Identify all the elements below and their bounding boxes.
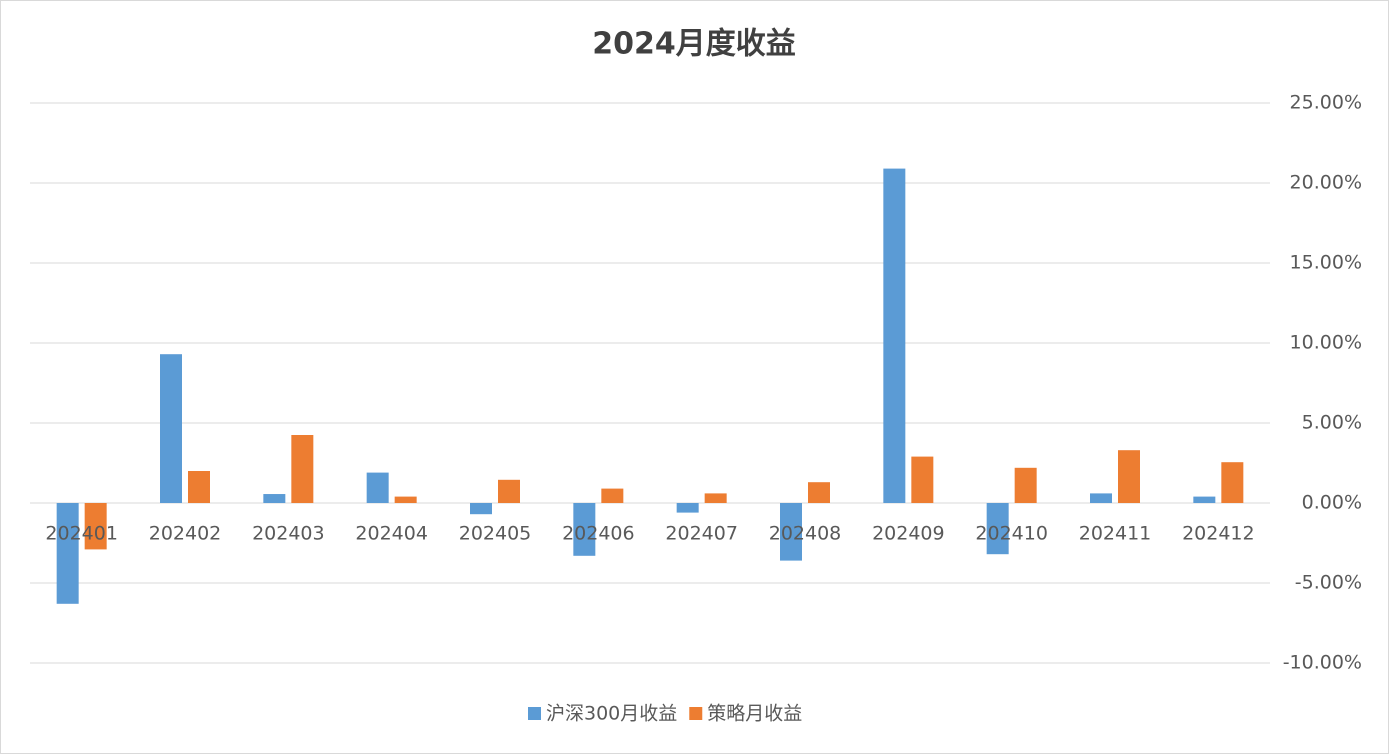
bar	[1090, 493, 1112, 503]
legend-swatch	[528, 707, 541, 720]
legend-label: 策略月收益	[707, 703, 802, 725]
bar	[188, 471, 210, 503]
bar	[1221, 462, 1244, 503]
bar	[263, 494, 286, 503]
bar	[704, 493, 727, 503]
bar	[676, 503, 699, 513]
y-tick-label: 0.00%	[1302, 492, 1362, 514]
bar	[84, 503, 107, 550]
legend-label: 沪深300月收益	[546, 703, 677, 725]
bar	[573, 503, 596, 556]
y-tick-label: 20.00%	[1290, 172, 1362, 194]
bar	[883, 168, 906, 503]
x-tick-label: 202403	[252, 523, 325, 545]
bar	[986, 503, 1009, 555]
x-tick-label: 202404	[355, 523, 428, 545]
chart-title: 2024月度收益	[592, 27, 796, 62]
x-tick-label: 202411	[1079, 523, 1152, 545]
x-tick-label: 202407	[665, 523, 738, 545]
bar	[780, 503, 802, 561]
y-tick-label: 25.00%	[1290, 92, 1362, 114]
bar	[1193, 496, 1216, 503]
bar	[56, 503, 79, 604]
bar	[160, 354, 182, 503]
bar	[601, 488, 624, 503]
x-tick-label: 202402	[149, 523, 222, 545]
bar	[1118, 450, 1140, 503]
x-tick-label: 202410	[975, 523, 1048, 545]
bar	[911, 456, 934, 503]
y-tick-label: 10.00%	[1290, 332, 1362, 354]
y-tick-label: 15.00%	[1290, 252, 1362, 274]
x-tick-label: 202401	[45, 523, 118, 545]
legend-swatch	[689, 707, 703, 720]
bar	[366, 472, 389, 503]
x-tick-label: 202408	[769, 523, 842, 545]
x-tick-label: 202412	[1182, 523, 1255, 545]
bar	[808, 482, 830, 503]
y-tick-label: 5.00%	[1302, 412, 1362, 434]
bar	[1014, 467, 1037, 503]
bar	[498, 479, 520, 503]
y-tick-label: -5.00%	[1295, 572, 1362, 594]
bar	[291, 435, 314, 503]
x-tick-label: 202409	[872, 523, 945, 545]
bar	[470, 503, 492, 515]
x-tick-label: 202406	[562, 523, 635, 545]
y-tick-label: -10.00%	[1283, 652, 1362, 674]
bar	[394, 496, 417, 503]
x-tick-label: 202405	[459, 523, 532, 545]
